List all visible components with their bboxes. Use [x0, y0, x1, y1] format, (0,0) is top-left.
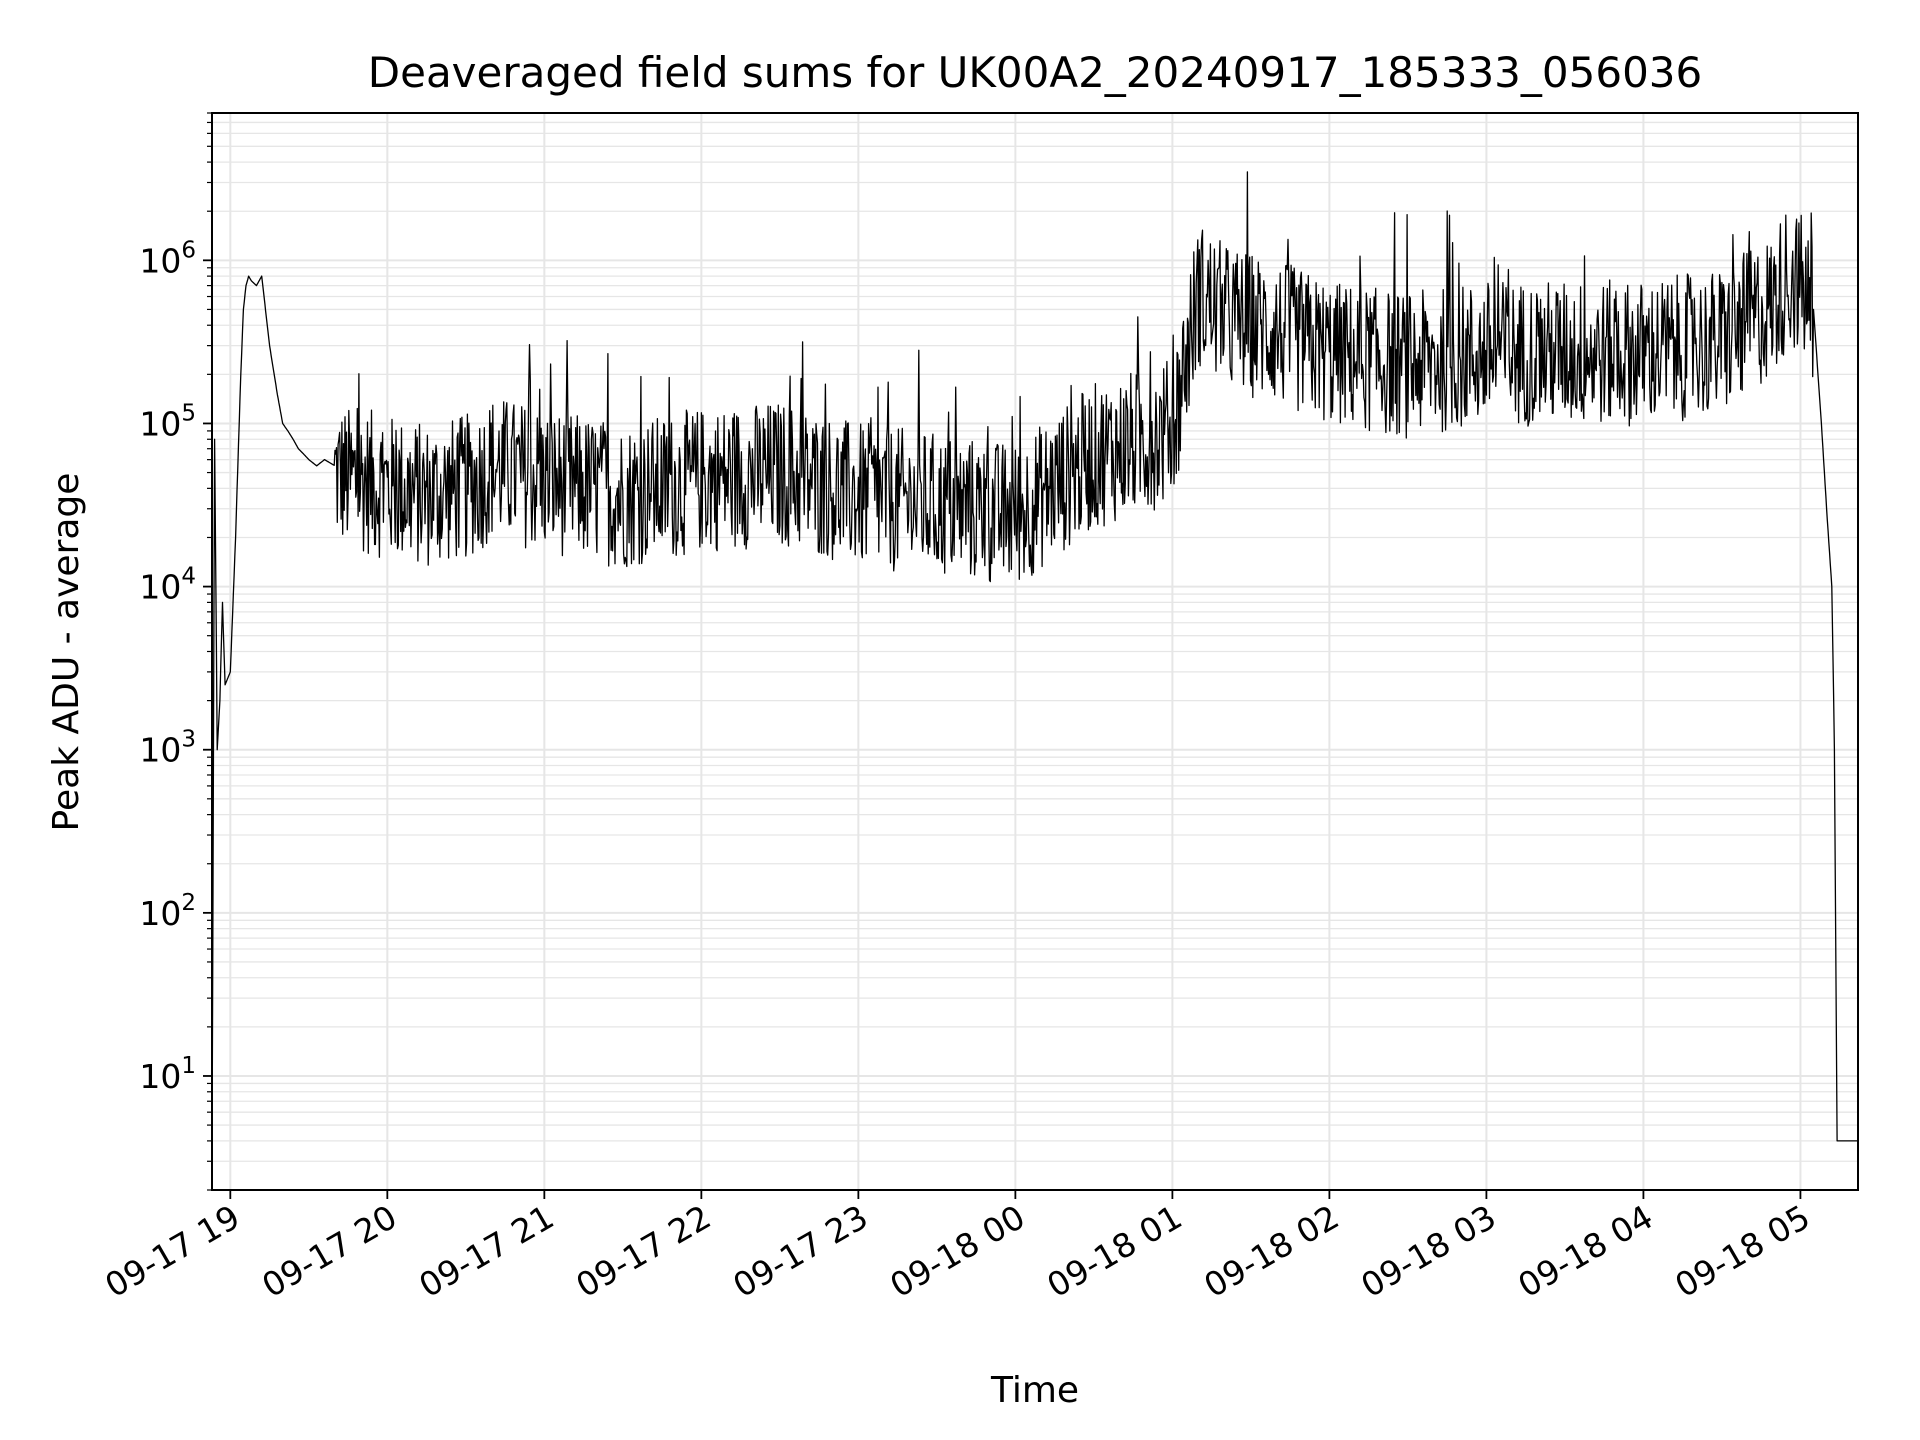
y-tick-label: 104	[139, 564, 196, 607]
y-tick-label: 101	[139, 1053, 196, 1096]
x-axis-label: Time	[990, 1370, 1079, 1411]
y-axis-label: Peak ADU - average	[46, 473, 87, 832]
y-tick-label: 106	[139, 237, 196, 280]
grid	[212, 112, 1858, 1191]
y-tick-label: 102	[139, 890, 196, 933]
plot-area	[211, 171, 1858, 1162]
y-tick-label: 105	[139, 400, 196, 443]
data-line	[211, 171, 1858, 1162]
chart-title: Deaveraged field sums for UK00A2_2024091…	[368, 48, 1702, 97]
y-axis: 101 102 103 104 105 106	[139, 112, 212, 1191]
y-tick-label: 103	[139, 727, 196, 770]
